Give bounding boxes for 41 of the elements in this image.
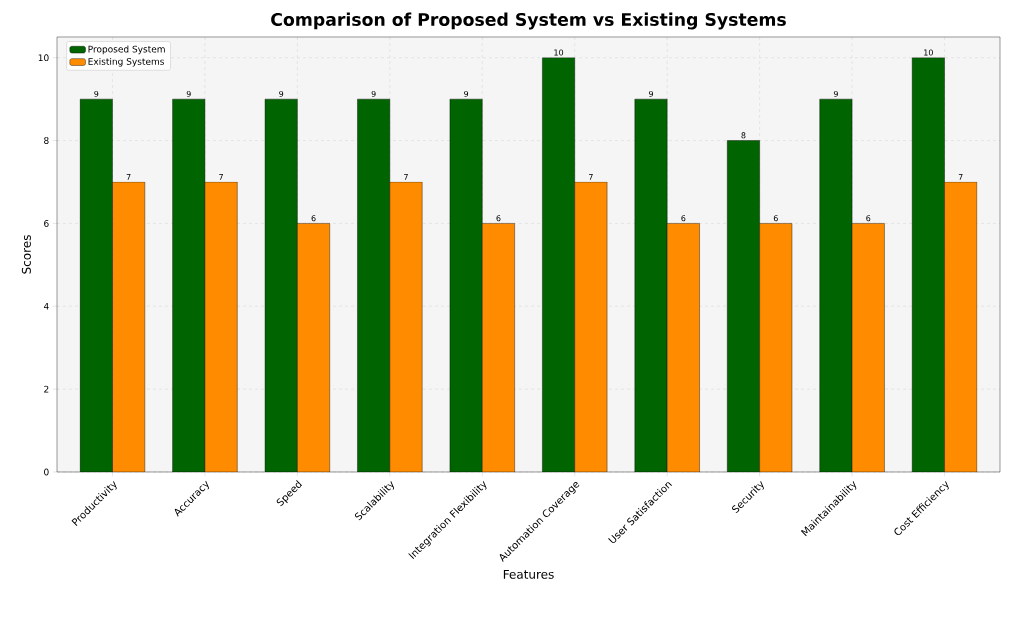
bar bbox=[389, 181, 423, 472]
data-label: 9 bbox=[186, 90, 191, 97]
bar bbox=[759, 223, 793, 472]
data-label: 6 bbox=[866, 215, 871, 222]
y-tick-label: 8 bbox=[44, 137, 49, 144]
data-label: 7 bbox=[958, 173, 963, 180]
data-label: 10 bbox=[554, 49, 564, 56]
data-label: 9 bbox=[94, 90, 99, 97]
data-label: 10 bbox=[924, 49, 933, 56]
bar bbox=[112, 181, 146, 472]
data-label: 9 bbox=[833, 90, 838, 97]
data-label: 6 bbox=[496, 215, 501, 222]
data-label: 9 bbox=[279, 90, 284, 97]
bar bbox=[574, 181, 608, 472]
bar bbox=[482, 223, 515, 472]
bar bbox=[944, 181, 978, 472]
y-tick-label: 2 bbox=[44, 385, 49, 393]
data-label: 7 bbox=[589, 173, 593, 180]
y-tick-label: 6 bbox=[44, 220, 49, 227]
data-label: 9 bbox=[464, 90, 469, 97]
data-label: 7 bbox=[219, 173, 223, 180]
bar bbox=[851, 223, 885, 472]
y-tick-label: 0 bbox=[44, 468, 49, 476]
data-label: 9 bbox=[371, 90, 376, 97]
data-label: 7 bbox=[126, 173, 131, 180]
data-label: 8 bbox=[741, 132, 746, 139]
data-label: 6 bbox=[773, 215, 778, 222]
y-tick-label: 10 bbox=[38, 54, 49, 62]
bar bbox=[666, 223, 700, 472]
data-label: 7 bbox=[404, 173, 408, 180]
x-axis-title: Features bbox=[503, 569, 554, 579]
data-label: 6 bbox=[681, 215, 686, 222]
chart-title: Comparison of Proposed System vs Existing Systems bbox=[271, 12, 786, 30]
data-label: 6 bbox=[311, 215, 316, 222]
legend-label: Proposed System bbox=[88, 45, 165, 55]
y-axis-title: Scores bbox=[21, 235, 31, 274]
data-label: 9 bbox=[648, 90, 653, 97]
legend-label: Existing Systems bbox=[88, 57, 165, 67]
y-tick-label: 4 bbox=[43, 303, 49, 310]
bar bbox=[204, 181, 238, 472]
bar bbox=[297, 223, 330, 472]
